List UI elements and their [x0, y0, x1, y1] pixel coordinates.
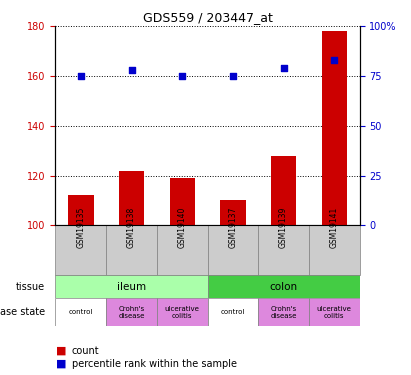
Bar	[169, 178, 195, 225]
Text: GSM19135: GSM19135	[76, 206, 85, 248]
Text: ileum: ileum	[117, 282, 146, 292]
Text: GSM19141: GSM19141	[330, 207, 339, 248]
Bar	[208, 275, 360, 298]
Bar	[258, 225, 309, 275]
Bar	[322, 31, 347, 225]
Text: Crohn's
disease: Crohn's disease	[118, 306, 145, 319]
Bar	[220, 201, 245, 225]
Bar	[55, 298, 106, 326]
Point	[179, 73, 185, 79]
Bar	[119, 171, 144, 225]
Bar	[208, 225, 258, 275]
Text: Crohn's
disease: Crohn's disease	[270, 306, 297, 319]
Bar	[55, 225, 106, 275]
Bar	[68, 195, 94, 225]
Text: ulcerative
colitis: ulcerative colitis	[165, 306, 200, 319]
Text: GSM19139: GSM19139	[279, 206, 288, 248]
Text: percentile rank within the sample: percentile rank within the sample	[72, 359, 237, 369]
Bar	[55, 275, 208, 298]
Point	[230, 73, 236, 79]
Bar	[157, 298, 208, 326]
Text: control: control	[69, 309, 93, 315]
Bar	[208, 298, 258, 326]
Bar	[309, 225, 360, 275]
Bar	[106, 298, 157, 326]
Text: control: control	[221, 309, 245, 315]
Text: GSM19138: GSM19138	[127, 207, 136, 248]
Point	[128, 67, 135, 73]
Text: count: count	[72, 346, 99, 355]
Text: GSM19140: GSM19140	[178, 206, 187, 248]
Bar	[271, 156, 296, 225]
Text: GSM19137: GSM19137	[229, 206, 238, 248]
Bar	[309, 298, 360, 326]
Bar	[157, 225, 208, 275]
Bar	[258, 298, 309, 326]
Text: ■: ■	[55, 359, 66, 369]
Text: ulcerative
colitis: ulcerative colitis	[317, 306, 352, 319]
Text: tissue: tissue	[16, 282, 45, 292]
Title: GDS559 / 203447_at: GDS559 / 203447_at	[143, 11, 272, 24]
Point	[280, 65, 287, 71]
Point	[331, 57, 337, 63]
Bar	[106, 225, 157, 275]
Text: ■: ■	[55, 346, 66, 355]
Text: disease state: disease state	[0, 307, 45, 317]
Point	[78, 73, 84, 79]
Text: colon: colon	[270, 282, 298, 292]
